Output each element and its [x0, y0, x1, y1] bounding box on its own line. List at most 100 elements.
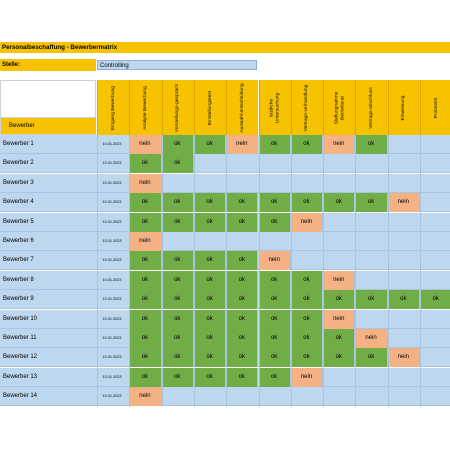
- status-cell[interactable]: ok: [355, 348, 388, 368]
- status-cell[interactable]: ok: [129, 212, 162, 232]
- status-cell[interactable]: ok: [129, 290, 162, 310]
- status-cell[interactable]: ok: [258, 348, 291, 368]
- status-cell[interactable]: ok: [161, 367, 194, 387]
- status-cell[interactable]: ok: [161, 290, 194, 310]
- status-cell[interactable]: ok: [193, 212, 227, 232]
- status-cell[interactable]: ok: [323, 348, 356, 368]
- status-cell[interactable]: nein: [323, 270, 356, 290]
- column-header[interactable]: Vorstellungs-gespräch: [161, 80, 194, 135]
- status-cell[interactable]: ok: [258, 290, 291, 310]
- status-cell[interactable]: nein: [129, 387, 162, 407]
- status-cell[interactable]: ok: [226, 309, 259, 329]
- status-cell[interactable]: ok: [258, 329, 291, 348]
- table-row[interactable]: [0, 232, 450, 251]
- status-cell[interactable]: ok: [193, 251, 227, 271]
- status-cell[interactable]: ok: [193, 329, 227, 348]
- sheet-title[interactable]: Personalbeschaffung - Bewerbermatrix: [0, 42, 450, 53]
- status-cell[interactable]: ok: [193, 367, 227, 387]
- status-cell[interactable]: nein: [323, 309, 356, 329]
- status-cell[interactable]: ok: [226, 367, 259, 387]
- status-cell[interactable]: ok: [129, 251, 162, 271]
- column-header[interactable]: Vertrags-abschluss: [355, 80, 388, 135]
- status-cell[interactable]: ok: [129, 193, 162, 213]
- stelle-value[interactable]: Controlling: [97, 60, 257, 70]
- status-cell[interactable]: nein: [355, 329, 388, 348]
- column-header[interactable]: Einstellungstest: [193, 80, 227, 135]
- status-cell[interactable]: ok: [161, 270, 194, 290]
- status-cell[interactable]: ok: [226, 348, 259, 368]
- status-cell[interactable]: ok: [193, 348, 227, 368]
- column-header[interactable]: Auswahl-entscheidung: [226, 80, 259, 135]
- status-cell[interactable]: nein: [258, 251, 291, 271]
- status-cell[interactable]: ok: [129, 154, 162, 174]
- status-cell[interactable]: ok: [129, 270, 162, 290]
- status-cell[interactable]: ok: [226, 270, 259, 290]
- status-cell[interactable]: nein: [226, 135, 259, 154]
- status-cell[interactable]: ok: [387, 290, 420, 310]
- status-cell[interactable]: ok: [290, 309, 324, 329]
- status-cell[interactable]: ok: [193, 270, 227, 290]
- status-cell[interactable]: ok: [258, 367, 291, 387]
- status-cell[interactable]: ok: [258, 212, 291, 232]
- status-cell[interactable]: nein: [129, 173, 162, 193]
- column-header[interactable]: Eingang Bewerbung: [97, 80, 130, 135]
- status-cell[interactable]: ok: [258, 193, 291, 213]
- status-cell[interactable]: ok: [290, 193, 324, 213]
- status-cell[interactable]: ok: [258, 309, 291, 329]
- status-cell[interactable]: ok: [161, 329, 194, 348]
- status-cell[interactable]: ok: [290, 135, 324, 154]
- status-cell[interactable]: ok: [161, 154, 194, 174]
- status-cell[interactable]: ok: [226, 290, 259, 310]
- status-cell[interactable]: nein: [387, 193, 420, 213]
- column-header[interactable]: Vertrags-verhandlung: [290, 80, 324, 135]
- status-cell[interactable]: nein: [323, 135, 356, 154]
- status-cell[interactable]: ok: [161, 309, 194, 329]
- status-cell[interactable]: ok: [129, 367, 162, 387]
- status-cell[interactable]: ok: [161, 212, 194, 232]
- column-header[interactable]: Analyse Bewerbung: [129, 80, 162, 135]
- status-cell[interactable]: ok: [129, 309, 162, 329]
- status-cell[interactable]: nein: [290, 367, 324, 387]
- status-cell[interactable]: ok: [226, 193, 259, 213]
- status-cell[interactable]: ok: [290, 270, 324, 290]
- header-bewerber[interactable]: Bewerber: [0, 118, 96, 135]
- status-cell[interactable]: ok: [323, 193, 356, 213]
- status-cell[interactable]: ok: [161, 193, 194, 213]
- header-corner-blank[interactable]: [0, 80, 96, 118]
- status-cell[interactable]: ok: [161, 348, 194, 368]
- status-cell[interactable]: ok: [193, 135, 227, 154]
- status-cell[interactable]: nein: [129, 135, 162, 154]
- status-cell[interactable]: ok: [129, 348, 162, 368]
- status-cell[interactable]: ok: [161, 135, 194, 154]
- column-header[interactable]: Stellungnahme Betriebsrat: [323, 80, 356, 135]
- status-cell[interactable]: ok: [258, 135, 291, 154]
- status-cell[interactable]: ok: [258, 270, 291, 290]
- status-cell[interactable]: nein: [129, 232, 162, 251]
- table-row[interactable]: [0, 154, 450, 174]
- column-header[interactable]: ärztliche Untersuchung: [258, 80, 291, 135]
- status-cell[interactable]: ok: [226, 212, 259, 232]
- status-cell[interactable]: ok: [290, 290, 324, 310]
- status-cell[interactable]: ok: [226, 329, 259, 348]
- status-cell[interactable]: nein: [387, 348, 420, 368]
- status-cell[interactable]: ok: [193, 193, 227, 213]
- status-cell[interactable]: ok: [129, 329, 162, 348]
- status-cell[interactable]: ok: [355, 193, 388, 213]
- status-cell[interactable]: ok: [290, 348, 324, 368]
- status-cell[interactable]: ok: [290, 329, 324, 348]
- status-cell[interactable]: ok: [193, 290, 227, 310]
- status-cell[interactable]: ok: [193, 309, 227, 329]
- status-cell[interactable]: ok: [323, 290, 356, 310]
- status-cell[interactable]: ok: [420, 290, 450, 310]
- status-cell[interactable]: ok: [355, 290, 388, 310]
- stelle-label[interactable]: Stelle:: [0, 59, 96, 71]
- table-row[interactable]: [0, 387, 450, 407]
- status-cell[interactable]: nein: [290, 212, 324, 232]
- column-header[interactable]: Probezeit: [420, 80, 450, 135]
- status-cell[interactable]: ok: [226, 251, 259, 271]
- status-cell[interactable]: ok: [161, 251, 194, 271]
- table-row[interactable]: [0, 173, 450, 193]
- column-header[interactable]: Einweisung: [387, 80, 420, 135]
- status-cell[interactable]: ok: [355, 135, 388, 154]
- status-cell[interactable]: ok: [323, 329, 356, 348]
